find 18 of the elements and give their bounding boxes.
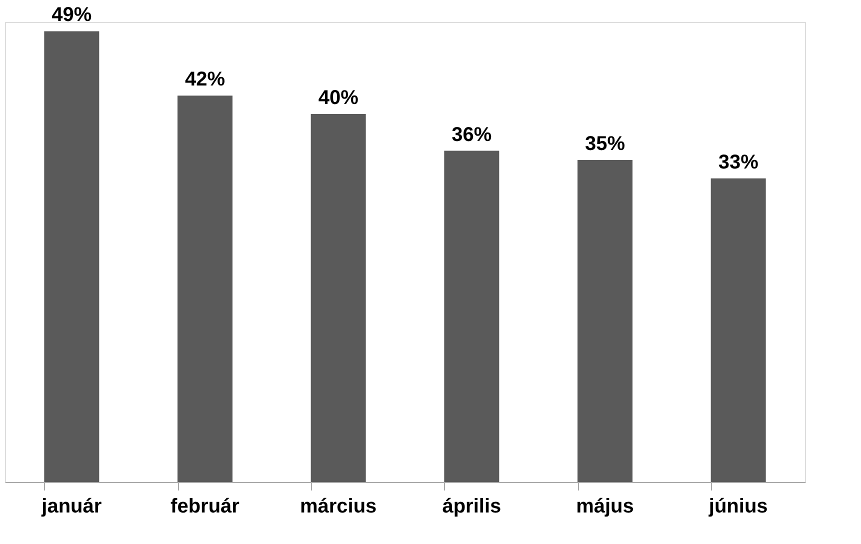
data-label: 42% [184, 68, 226, 91]
bar [710, 178, 766, 482]
bar [444, 150, 500, 482]
x-tick-label: március [300, 496, 377, 518]
x-tick-label: május [576, 496, 634, 518]
bar [310, 114, 366, 482]
x-tick-label: január [40, 496, 102, 518]
x-tick-label: február [170, 496, 240, 518]
data-label: 33% [718, 151, 759, 174]
bar [178, 96, 232, 482]
data-label: 36% [452, 124, 492, 146]
x-tick-label: április [442, 496, 502, 518]
data-label: 40% [318, 87, 359, 109]
data-label: 49% [52, 4, 92, 26]
data-label: 35% [584, 133, 626, 155]
bar [44, 31, 100, 482]
x-tick-label: június [708, 496, 768, 518]
bar [578, 160, 632, 482]
